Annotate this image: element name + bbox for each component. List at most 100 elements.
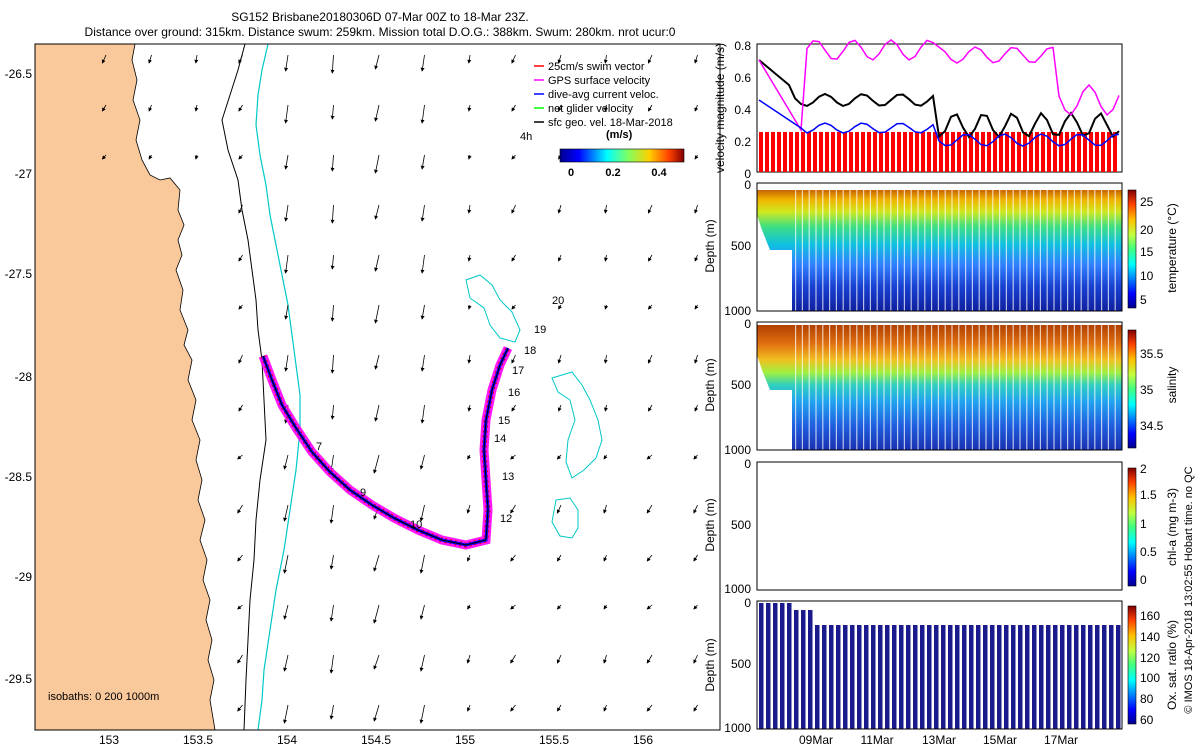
temp-cb-20: 20 xyxy=(1140,223,1154,237)
geo-velocity-arrow xyxy=(647,304,653,310)
swim-speed-bar xyxy=(867,132,871,172)
geo-velocity-arrow xyxy=(510,654,516,664)
swim-speed-bar xyxy=(885,132,889,172)
geo-velocity-arrow xyxy=(284,104,289,124)
geo-velocity-arrow xyxy=(693,604,698,610)
geo-velocity-arrow xyxy=(647,204,653,214)
credit-text: © IMOS 18-Apr-2018 13:02:55 Hobart time.… xyxy=(1183,466,1195,713)
geo-velocity-arrow xyxy=(467,54,472,64)
lon-tick-153.5: 153.5 xyxy=(183,733,213,747)
geo-velocity-arrow xyxy=(329,604,334,622)
geo-velocity-arrow xyxy=(237,604,243,610)
geo-velocity-arrow xyxy=(329,654,334,674)
date-tick-15mar: 15Mar xyxy=(983,733,1017,747)
temp-cb-25: 25 xyxy=(1140,195,1154,209)
geo-velocity-arrow xyxy=(557,404,562,412)
geo-velocity-arrow xyxy=(603,404,608,412)
ox-depth-1000: 1000 xyxy=(724,721,751,735)
swim-speed-bar xyxy=(1113,132,1117,172)
temp-depth-0: 0 xyxy=(744,178,751,192)
geo-velocity-arrow xyxy=(557,104,562,112)
day-label-12: 12 xyxy=(500,513,512,525)
swim-speed-bar xyxy=(759,132,763,172)
geo-velocity-arrow xyxy=(558,304,562,310)
chla-panel: 2 1.5 1 0.5 0 0 500 1000 Depth (m) chl-a… xyxy=(703,457,1179,596)
geo-velocity-arrow xyxy=(466,704,471,712)
cb-tick-0.4: 0.4 xyxy=(651,167,667,179)
geo-velocity-arrow xyxy=(419,454,425,470)
ox-cb-140: 140 xyxy=(1140,630,1160,644)
geo-velocity-arrow xyxy=(420,304,425,320)
swim-speed-bar xyxy=(1023,132,1027,172)
geo-velocity-arrow xyxy=(284,54,289,72)
geo-velocity-arrow xyxy=(694,54,698,64)
temp-depth-1000: 1000 xyxy=(724,304,751,318)
lon-tick-156: 156 xyxy=(633,733,653,747)
geo-velocity-arrow xyxy=(330,404,335,420)
geo-velocity-arrow xyxy=(693,654,698,664)
geo-velocity-arrow xyxy=(511,54,516,64)
geo-velocity-arrow xyxy=(694,104,699,112)
swim-speed-bar xyxy=(1059,132,1063,172)
geo-velocity-arrow xyxy=(238,254,243,262)
geo-velocity-arrow xyxy=(694,154,699,160)
swim-speed-bar xyxy=(969,132,973,172)
salinity-panel: 35.5 35 34.5 0 500 1000 Depth (m) salini… xyxy=(703,317,1179,457)
geo-velocity-arrow xyxy=(237,454,243,460)
geo-velocity-arrow xyxy=(283,454,289,470)
vel-ytick-0.2: 0.2 xyxy=(734,135,751,149)
temperature-panel: 25 20 15 10 5 0 500 1000 Depth (m) tempe… xyxy=(703,178,1179,318)
swim-speed-bar xyxy=(837,132,841,172)
geo-velocity-arrow xyxy=(603,654,607,664)
geo-velocity-arrow xyxy=(374,104,380,122)
geo-velocity-arrow xyxy=(467,304,472,310)
swim-speed-bar xyxy=(1083,132,1087,172)
date-tick-13mar: 13Mar xyxy=(922,733,956,747)
legend-current: dive-avg current veloc. xyxy=(548,89,659,101)
geo-velocity-arrow xyxy=(556,604,562,610)
lon-tick-155.5: 155.5 xyxy=(539,733,569,747)
geo-velocity-arrow xyxy=(419,704,425,724)
geo-velocity-arrow xyxy=(148,104,153,112)
geo-velocity-arrow xyxy=(510,504,516,514)
geo-velocity-arrow xyxy=(647,254,653,262)
oxygen-panel: 160 140 120 100 80 60 0 500 1000 Depth (… xyxy=(703,596,1179,735)
geo-velocity-arrow xyxy=(467,104,472,112)
sal-cblabel: salinity xyxy=(1165,367,1179,404)
ox-cb-100: 100 xyxy=(1140,671,1160,685)
geo-velocity-arrow xyxy=(647,54,653,64)
geo-velocity-arrow xyxy=(148,154,153,160)
geo-velocity-arrow xyxy=(466,554,471,562)
geo-velocity-arrow xyxy=(283,704,289,724)
geo-velocity-arrow xyxy=(510,454,516,460)
swim-speed-bar xyxy=(957,132,961,172)
chla-depth-0: 0 xyxy=(744,457,751,471)
lon-tick-155: 155 xyxy=(455,733,475,747)
swim-speed-bar xyxy=(933,132,937,172)
geo-velocity-arrow xyxy=(556,554,562,562)
swim-speed-bar xyxy=(903,132,907,172)
geo-velocity-arrow xyxy=(647,104,653,112)
swim-speed-bar xyxy=(783,132,787,172)
swim-speed-bar xyxy=(915,132,919,172)
geo-velocity-arrow xyxy=(284,354,289,372)
geo-velocity-arrow xyxy=(101,154,107,160)
geo-velocity-arrow xyxy=(374,404,380,422)
day-label-9: 9 xyxy=(360,487,366,499)
sal-cb-35.5: 35.5 xyxy=(1140,347,1164,361)
geo-velocity-arrow xyxy=(557,54,562,64)
swim-speed-bar xyxy=(909,132,913,172)
swim-speed-bar xyxy=(1035,132,1039,172)
legend-swim: 25cm/s swim vector xyxy=(548,61,645,73)
geo-velocity-arrow xyxy=(284,254,289,274)
geo-velocity-arrow xyxy=(556,454,562,460)
geo-velocity-arrow xyxy=(646,604,653,610)
geo-velocity-arrow xyxy=(420,54,425,72)
swim-speed-bar xyxy=(1071,132,1075,172)
geo-velocity-arrow xyxy=(693,554,698,562)
geo-velocity-arrow xyxy=(557,204,562,214)
swim-speed-bar xyxy=(987,132,991,172)
geo-velocity-arrow xyxy=(374,204,380,220)
geo-velocity-arrow xyxy=(511,254,516,262)
